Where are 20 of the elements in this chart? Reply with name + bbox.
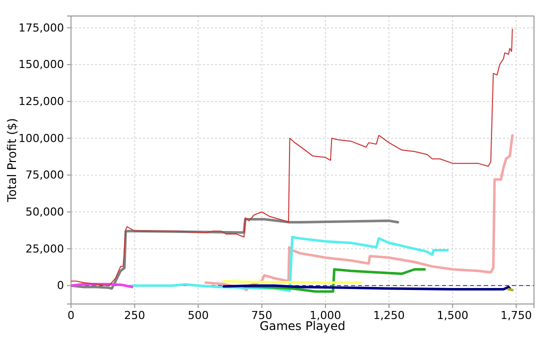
x-axis-title: Games Played (260, 319, 346, 333)
x-tick-label: 250 (124, 308, 146, 322)
y-tick-label: 150,000 (18, 58, 64, 72)
y-tick-label: 25,000 (26, 242, 64, 256)
y-tick-label: 50,000 (26, 205, 64, 218)
x-tick-label: 1,000 (310, 308, 342, 322)
x-tick-label: 500 (188, 308, 209, 322)
x-tick-label: 750 (251, 308, 272, 322)
line-series (204, 134, 514, 292)
x-tick-label: 0 (68, 308, 74, 322)
y-tick-label: 0 (57, 279, 64, 292)
y-tick-label: 100,000 (18, 132, 64, 145)
x-tick-label: 1,750 (500, 308, 532, 322)
x-tick-label: 1,250 (373, 308, 405, 322)
y-tick-label: 75,000 (26, 168, 64, 182)
y-tick-label: 125,000 (18, 94, 64, 108)
y-tick-label: 175,000 (18, 21, 64, 34)
y-axis-title: Total Profit ($) (5, 118, 19, 203)
line-series (71, 28, 513, 286)
x-tick-label: 1,500 (436, 308, 468, 322)
